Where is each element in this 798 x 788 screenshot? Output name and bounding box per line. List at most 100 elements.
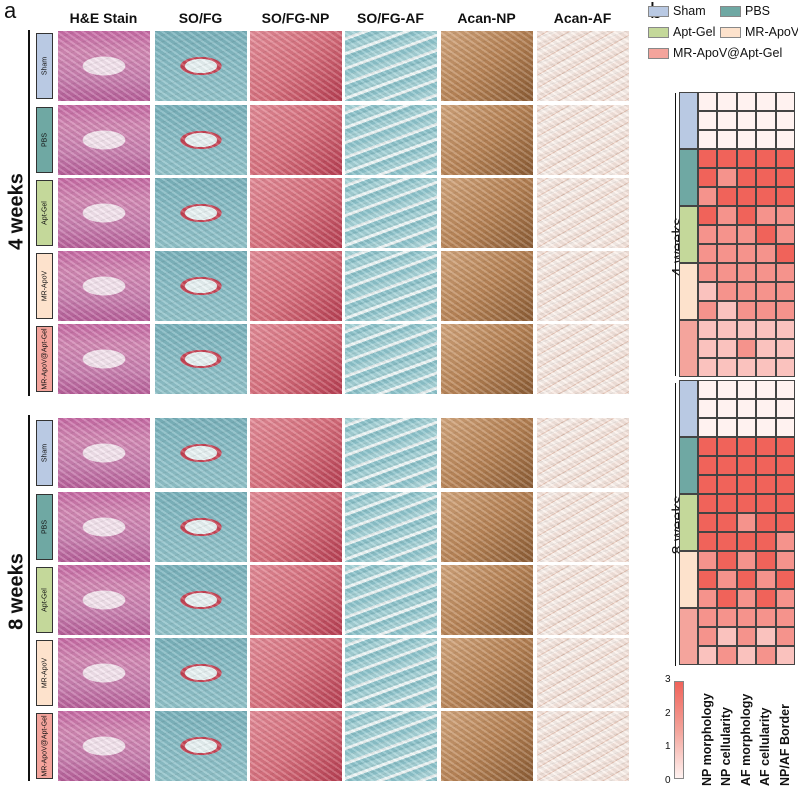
heatmap-cell [756,475,776,494]
bracket-4-weeks [28,30,30,396]
heatmap-cell [736,399,757,418]
histology-image-so-fg [155,418,247,488]
heatmap-row-tag [679,263,698,320]
histology-image-so-fg-np [250,565,342,635]
heatmap-cell [717,627,737,646]
heatmap-cell [717,358,737,377]
histology-image-so-fg-af [345,105,437,175]
histology-image-so-fg-np [250,492,342,562]
heatmap-row-tag [679,437,698,494]
heatmap-cell [775,301,795,320]
legend-item-sham: Sham [648,4,706,18]
heatmap-cell [717,570,737,589]
heatmap-cell [775,225,795,244]
heatmap-cell [775,92,795,111]
heatmap-row-tag [679,320,698,377]
heatmap-cell [717,225,737,244]
heatmap-cell [736,380,757,399]
histology-image-so-fg-af [345,492,437,562]
legend-item-mr-apov-apt-gel: MR-ApoV@Apt-Gel [648,46,782,60]
heatmap-cell [698,551,718,570]
heatmap-cell [775,589,795,608]
heatmap-cell [756,320,776,339]
heatmap-cell [736,339,757,358]
heatmap-cell [736,418,757,437]
heatmap-cell [736,244,757,263]
group-label-8-weeks: 8 weeks [5,553,28,630]
colorbar-tick-3: 3 [665,674,671,685]
histology-image-acan-af [537,711,629,781]
row-tag-label: MR-ApoV@Apt-Gel [41,715,48,777]
colorbar [674,681,684,779]
heatmap-cell [756,627,776,646]
heatmap-cell [756,570,776,589]
heatmap-row-tag [679,494,698,551]
heatmap-cell [698,437,718,456]
histology-image-acan-af [537,31,629,101]
heatmap-cell [698,225,718,244]
heatmap-cell [775,282,795,301]
histology-image-acan-np [441,638,533,708]
row-tag-label: Sham [41,56,48,76]
heatmap-cell [736,187,757,206]
heatmap-row-tag [679,551,698,608]
heatmap-cell [717,494,737,513]
heatmap-cell [775,399,795,418]
histology-image-acan-af [537,492,629,562]
heatmap-cell [698,570,718,589]
histology-image-h-e-stain [58,251,150,321]
heatmap-cell [756,358,776,377]
heatmap-cell [756,168,776,187]
heatmap-cell [775,206,795,225]
heatmap-cell [736,646,757,665]
histology-image-so-fg-np [250,178,342,248]
heatmap-cell [775,627,795,646]
heatmap-cell [775,187,795,206]
heatmap-cell [698,168,718,187]
histology-image-acan-np [441,492,533,562]
heatmap-cell [717,646,737,665]
heatmap-cell [756,532,776,551]
histology-image-acan-af [537,565,629,635]
colorbar-tick-1: 1 [665,741,671,752]
heatmap-cell [717,380,737,399]
histology-image-so-fg-af [345,178,437,248]
heatmap-cell [736,206,757,225]
histology-image-so-fg [155,324,247,394]
heatmap-cell [736,282,757,301]
heatmap-cell [698,608,718,627]
heatmap-cell [698,187,718,206]
histology-image-so-fg-np [250,324,342,394]
heatmap-cell [736,532,757,551]
histology-image-acan-np [441,324,533,394]
histology-image-acan-af [537,638,629,708]
heatmap-cell [717,320,737,339]
histology-image-h-e-stain [58,31,150,101]
row-tag-0-sham: Sham [36,33,53,99]
histology-image-so-fg-af [345,711,437,781]
row-tag-label: PBS [41,519,48,535]
heatmap-x-label: AF morphology [738,693,753,786]
heatmap-cell [698,320,718,339]
heatmap-cell [717,149,737,168]
heatmap-row-tag [679,608,698,665]
heatmap-cell [736,92,757,111]
histology-image-h-e-stain [58,492,150,562]
row-tag-label: PBS [41,132,48,148]
heatmap-cell [698,418,718,437]
row-tag-1-pbs: PBS [36,494,53,560]
heatmap-cell [775,130,795,149]
heatmap-cell [717,244,737,263]
heatmap-cell [698,244,718,263]
histology-image-acan-np [441,251,533,321]
row-tag-1-mr-apov-apt-gel: MR-ApoV@Apt-Gel [36,713,53,779]
heatmap-cell [775,111,795,130]
heatmap-cell [756,111,776,130]
heatmap-cell [736,225,757,244]
heatmap-cell [775,149,795,168]
heatmap-cell [756,92,776,111]
group-label-4-weeks: 4 weeks [5,173,28,250]
column-header-h-e-stain: H&E Stain [69,10,138,26]
histology-image-so-fg-np [250,31,342,101]
heatmap-cell [698,456,718,475]
